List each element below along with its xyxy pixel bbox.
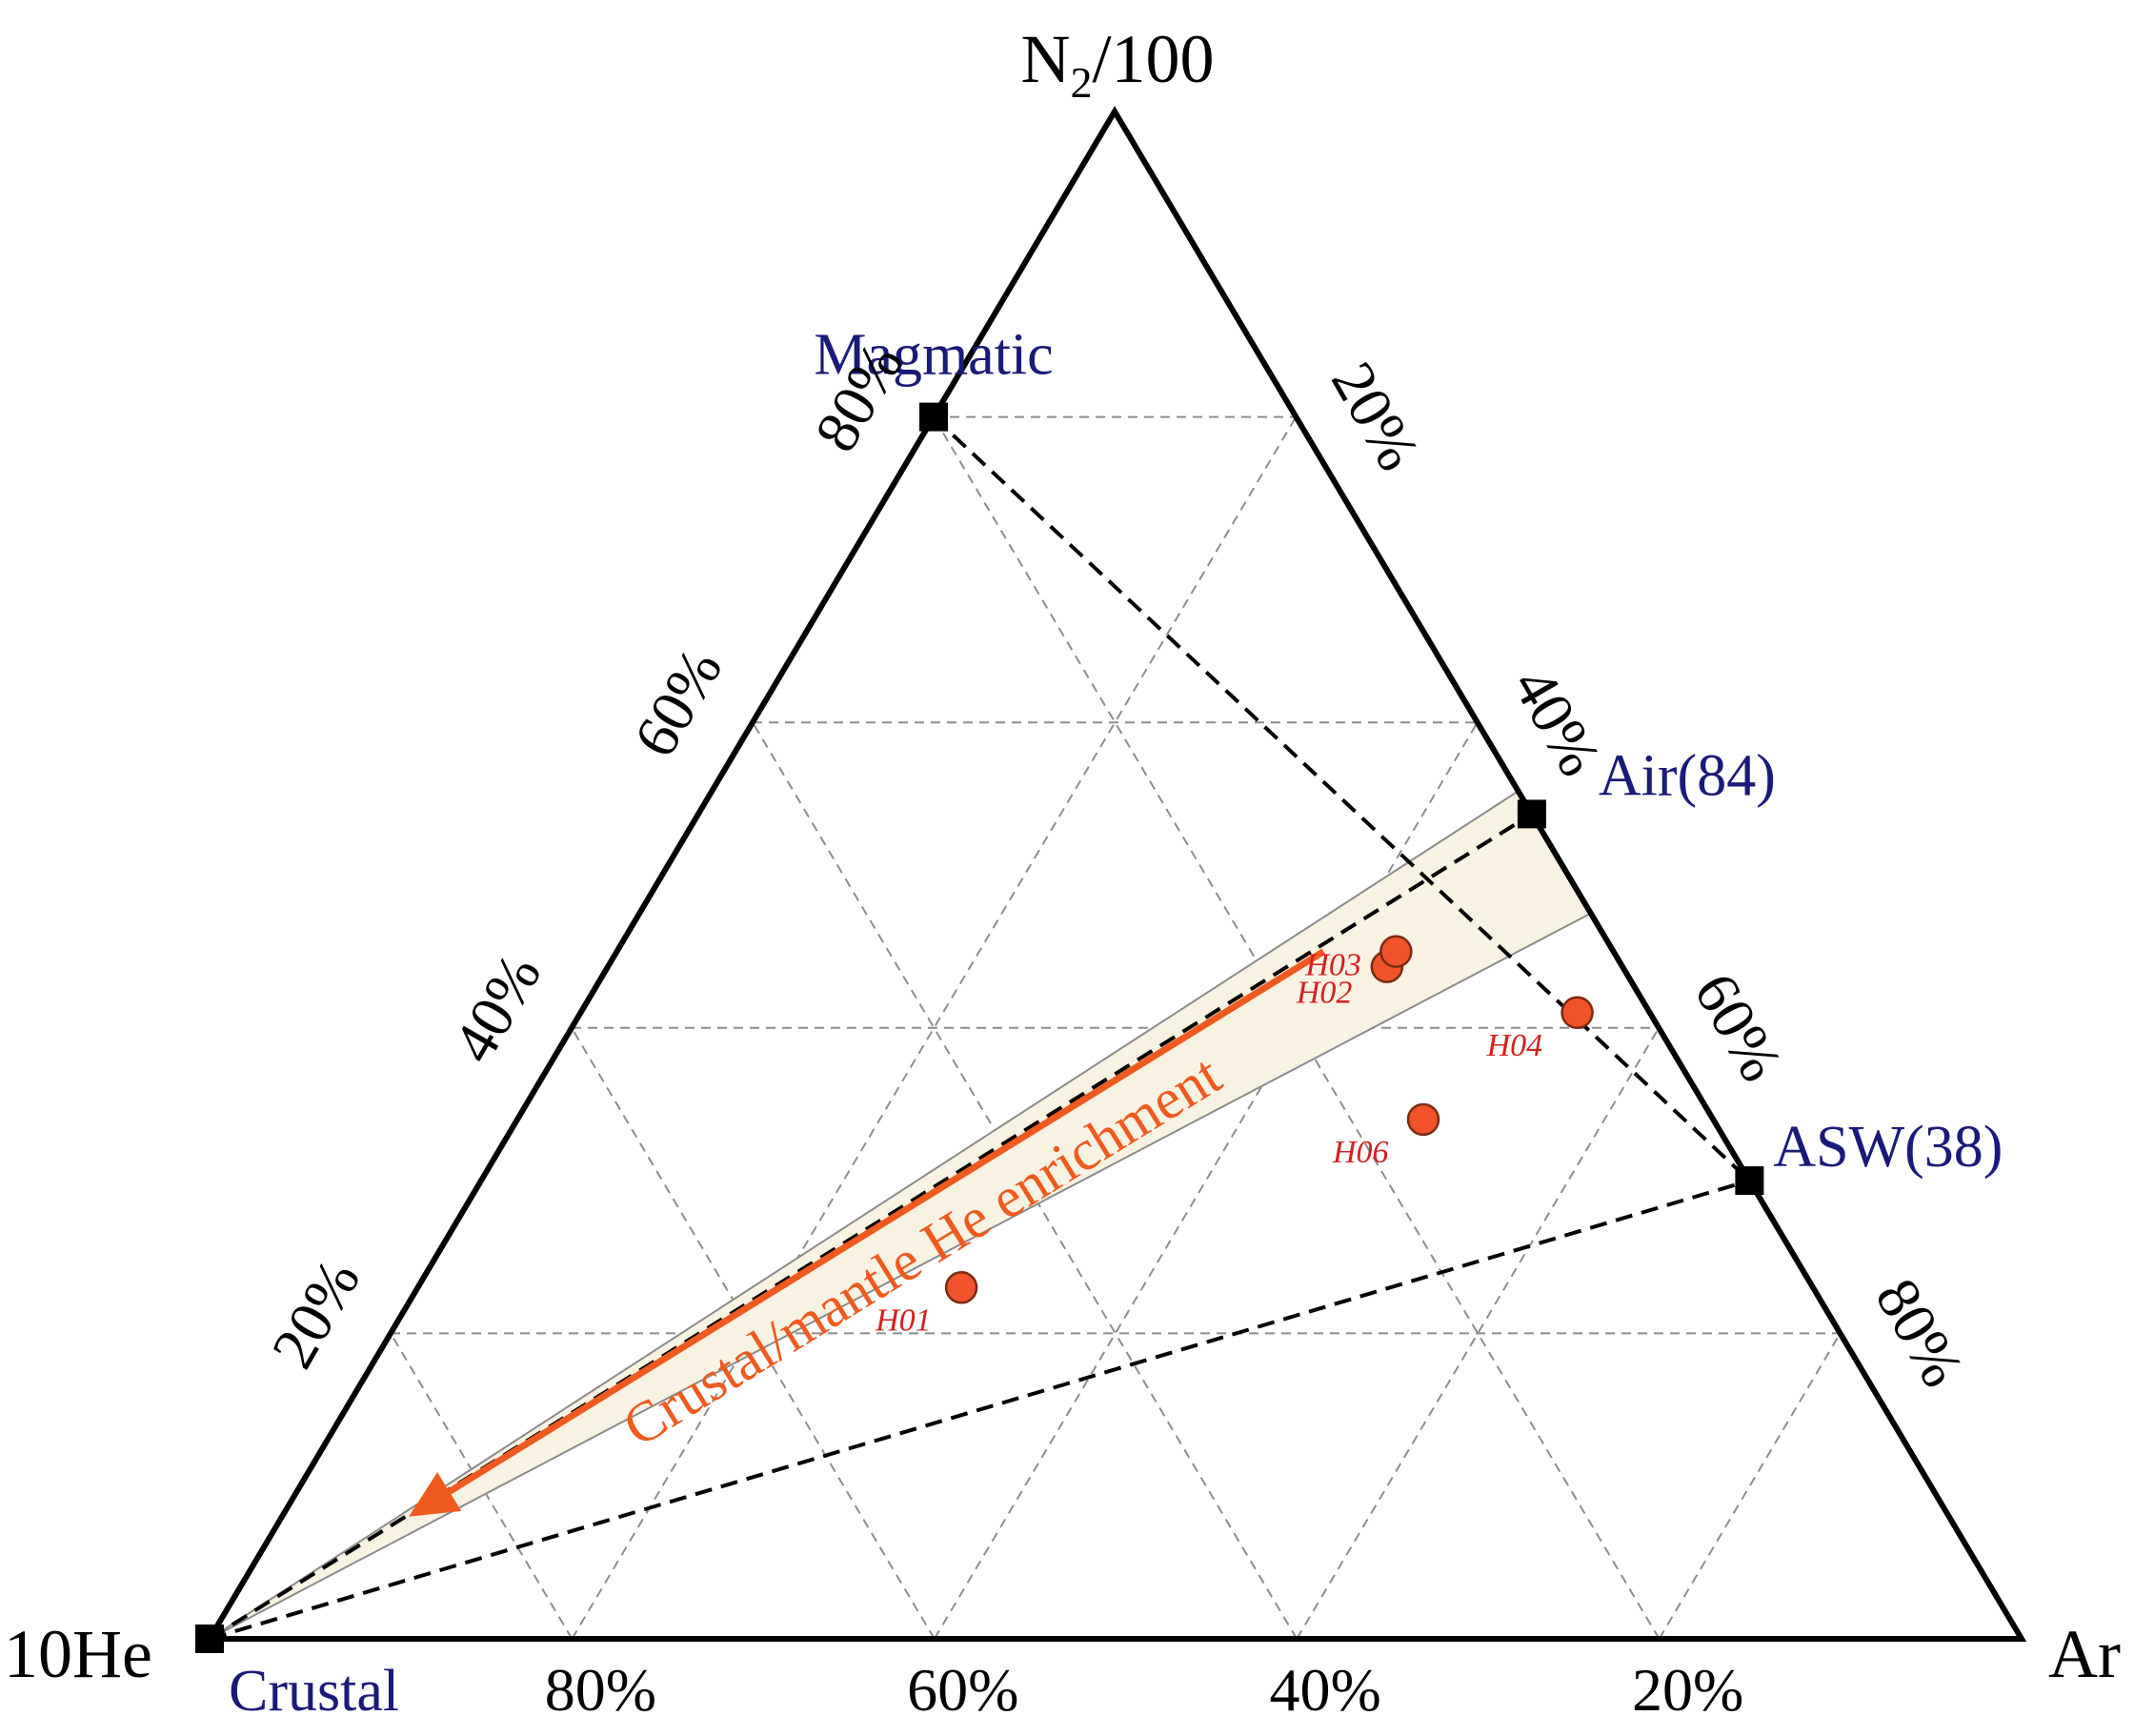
enrichment-label: Crustal/mantle He enrichment	[613, 1042, 1232, 1458]
grid-lines	[390, 415, 1842, 1640]
end-member-label: Air(84)	[1599, 743, 1776, 808]
sample-label: H06	[1332, 1135, 1389, 1170]
arrow-shaft	[447, 948, 1326, 1495]
apex-label-he: 10He	[4, 1616, 152, 1692]
end-member-label: Magmatic	[814, 323, 1053, 388]
sample-label: H03	[1304, 948, 1361, 983]
sample-label: H01	[875, 1302, 932, 1338]
arrow-head	[409, 1472, 462, 1517]
apex-label-n2: N2/100	[1020, 21, 1214, 107]
end-member-marker	[1517, 799, 1546, 829]
grid-line-he	[390, 1332, 574, 1640]
tick-label-right: 80%	[1862, 1267, 1977, 1398]
mixing-line-crustal-asw	[209, 1179, 1750, 1641]
tick-label-left: 60%	[620, 637, 735, 768]
sample-point	[944, 1271, 978, 1304]
end-member-marker	[1735, 1166, 1764, 1196]
tick-label-right: 60%	[1681, 962, 1796, 1093]
mixing-line-crustal-air	[208, 812, 1533, 1641]
tick-label-left: 40%	[439, 943, 554, 1074]
end-members: Magmatic Air(84) ASW(38) Crustal	[195, 323, 2003, 1724]
end-member-marker	[195, 1625, 224, 1653]
sample-point	[1560, 996, 1594, 1030]
apex-label-ar: Ar	[2048, 1616, 2121, 1692]
end-member-label: ASW(38)	[1773, 1115, 2003, 1180]
sample-label: H04	[1486, 1028, 1543, 1063]
grid-line-he	[933, 416, 1661, 1640]
tick-labels: 80%20%20%60%40%40%40%60%60%20%80%80%	[258, 332, 1977, 1724]
ternary-frame	[204, 106, 2027, 1642]
end-member-label: Crustal	[229, 1659, 399, 1724]
tick-label-left: 20%	[258, 1248, 372, 1379]
end-member-marker	[919, 402, 948, 432]
sample-point	[1379, 935, 1413, 968]
grid-line-he	[571, 1027, 936, 1640]
tick-label-bottom: 80%	[545, 1656, 656, 1724]
grid-line-ar	[1658, 1332, 1842, 1640]
grid-line-ar	[1296, 1027, 1661, 1640]
grid-line-ar	[571, 416, 1298, 1640]
enrichment-arrow: Crustal/mantle He enrichment	[409, 948, 1326, 1517]
tick-label-right: 20%	[1319, 351, 1433, 481]
sample-point	[1406, 1102, 1440, 1137]
tick-label-bottom: 60%	[907, 1656, 1018, 1724]
sample-label: H02	[1296, 976, 1353, 1011]
tick-label-bottom: 20%	[1632, 1656, 1743, 1724]
tick-label-right: 40%	[1500, 656, 1614, 787]
tick-label-bottom: 40%	[1270, 1656, 1381, 1724]
